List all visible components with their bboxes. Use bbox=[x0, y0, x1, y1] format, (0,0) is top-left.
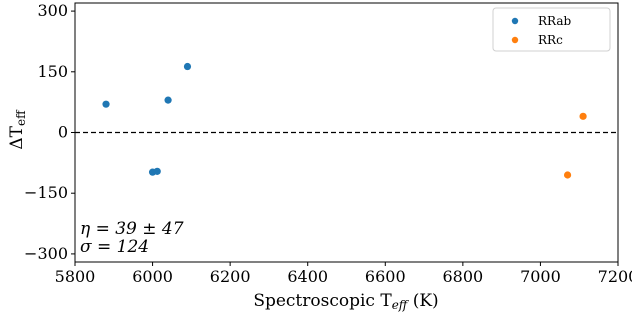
y-tick-label: 150 bbox=[37, 62, 68, 81]
legend-marker-rrc bbox=[511, 36, 519, 44]
x-tick-label: 5800 bbox=[55, 267, 96, 286]
data-point-rrc bbox=[579, 112, 587, 120]
x-tick-label: 6200 bbox=[210, 267, 251, 286]
y-tick-label: 0 bbox=[58, 123, 68, 142]
data-point-rrab bbox=[183, 62, 192, 71]
sigma-annotation: σ = 124 bbox=[80, 237, 149, 257]
annotations: η = 39 ± 47 σ = 124 bbox=[80, 219, 184, 257]
legend-label-rrab: RRab bbox=[538, 14, 572, 28]
y-tick-label: −150 bbox=[24, 183, 68, 202]
x-tick-label: 6800 bbox=[442, 267, 483, 286]
data-point-rrab bbox=[164, 96, 172, 104]
data-point-rrab bbox=[102, 100, 110, 108]
y-tick-label: 300 bbox=[37, 1, 68, 20]
x-tick-label: 6600 bbox=[365, 267, 406, 286]
legend-marker-rrab bbox=[511, 17, 519, 25]
x-tick-label: 6400 bbox=[287, 267, 328, 286]
legend-box bbox=[492, 7, 611, 52]
data-point-rrab bbox=[153, 167, 161, 175]
data-point-rrc bbox=[563, 171, 572, 179]
x-axis-label: Spectroscopic Teff (K) bbox=[253, 291, 438, 312]
x-tick-label: 6000 bbox=[132, 267, 173, 286]
x-tick-label: 7000 bbox=[520, 267, 561, 286]
x-tick-label: 7200 bbox=[598, 267, 632, 286]
legend: RRab RRc bbox=[492, 7, 611, 52]
data-points bbox=[102, 62, 587, 179]
y-axis-label: ΔTeff bbox=[7, 109, 28, 150]
eta-annotation: η = 39 ± 47 bbox=[80, 219, 184, 239]
axes-ticks: 5800 6000 6200 6400 6600 6800 7000 7200 −300 −150… bbox=[24, 1, 632, 286]
y-tick-label: −300 bbox=[24, 244, 68, 263]
legend-label-rrc: RRc bbox=[538, 33, 563, 47]
